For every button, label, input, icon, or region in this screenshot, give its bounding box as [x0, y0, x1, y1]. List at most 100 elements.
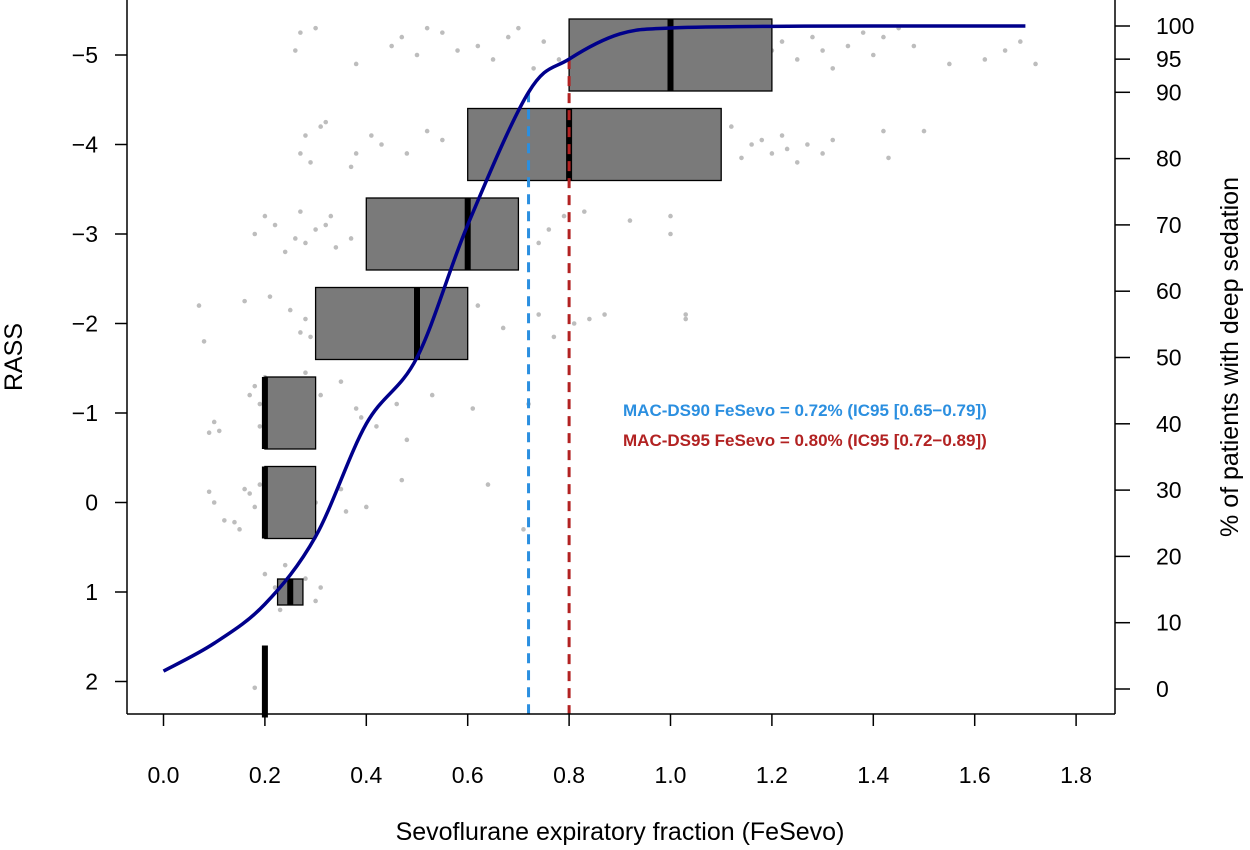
box-rass--3: [365, 197, 520, 271]
data-point: [353, 61, 359, 67]
data-point: [374, 424, 379, 429]
data-point: [759, 137, 765, 143]
data-point: [871, 52, 876, 58]
data-point: [881, 34, 886, 40]
data-point: [389, 43, 394, 49]
y2-tick-label: 95: [1156, 46, 1182, 72]
data-point: [247, 392, 252, 398]
y2-tick-label: 40: [1156, 411, 1182, 437]
data-point: [293, 236, 298, 241]
data-point: [262, 213, 268, 219]
data-point: [429, 392, 435, 398]
data-point: [353, 151, 359, 156]
data-point: [729, 124, 734, 129]
box-rass--1: [264, 376, 317, 450]
data-point: [313, 227, 318, 232]
data-point: [911, 43, 917, 49]
y-tick-label: −4: [72, 132, 98, 158]
data-point: [1018, 39, 1023, 44]
data-point: [982, 57, 988, 62]
x-tick-label: 1.6: [959, 762, 991, 788]
x-tick-label: 0.4: [350, 762, 382, 788]
data-point: [399, 34, 405, 40]
annotation-1: MAC-DS90 FeSevo = 0.72% (IC95 [0.65−0.79…: [623, 401, 987, 420]
data-point: [252, 504, 258, 510]
data-point: [516, 25, 521, 31]
data-point: [379, 142, 384, 147]
data-point: [298, 209, 303, 214]
data-point: [627, 218, 633, 223]
data-point: [333, 245, 339, 250]
data-point: [440, 30, 445, 35]
data-point: [541, 39, 547, 44]
data-point: [242, 298, 247, 304]
y2-axis-title: % of patients with deep sedation: [1216, 177, 1244, 537]
data-point: [206, 489, 212, 495]
data-point: [293, 48, 298, 53]
data-point: [414, 52, 420, 58]
data-point: [536, 240, 541, 246]
data-point: [830, 66, 836, 71]
data-point: [313, 598, 318, 604]
data-point: [232, 519, 237, 525]
x-tick-label: 1.0: [655, 762, 687, 788]
y-tick-label: −3: [72, 221, 98, 247]
data-point: [536, 312, 541, 317]
y2-tick-label: 70: [1156, 212, 1182, 238]
y-tick-label: −1: [72, 400, 98, 426]
data-point: [571, 321, 577, 326]
data-point: [668, 213, 673, 219]
data-point: [820, 151, 825, 156]
data-point: [196, 303, 202, 308]
y2-tick-label: 0: [1156, 676, 1169, 702]
data-point: [399, 477, 405, 483]
data-point: [769, 151, 775, 156]
data-point: [739, 155, 744, 161]
x-tick-label: 1.2: [756, 762, 788, 788]
x-tick-label: 0.0: [148, 762, 180, 788]
box-rass-0: [264, 465, 317, 540]
data-point: [211, 419, 217, 425]
y-tick-label: 0: [85, 490, 98, 516]
y2-tick-label: 100: [1156, 13, 1194, 39]
data-point: [318, 124, 323, 129]
data-point: [881, 128, 886, 134]
data-point: [668, 231, 673, 237]
y2-tick-label: 10: [1156, 610, 1182, 636]
data-point: [886, 155, 891, 161]
data-point: [602, 312, 607, 317]
data-point: [308, 334, 313, 340]
x-tick-label: 1.8: [1060, 762, 1092, 788]
data-point: [287, 307, 293, 313]
data-point: [282, 249, 288, 255]
y-tick-label: −5: [72, 42, 98, 68]
data-point: [303, 370, 308, 376]
y2-tick-label: 30: [1156, 477, 1182, 503]
data-point: [211, 500, 217, 505]
data-point: [323, 119, 329, 125]
data-point: [303, 240, 308, 246]
data-point: [779, 133, 785, 138]
data-point: [318, 392, 323, 398]
data-point: [947, 61, 952, 67]
data-point: [242, 486, 247, 492]
data-point: [358, 415, 364, 420]
data-point: [556, 57, 562, 62]
data-point: [820, 48, 825, 53]
annotations: MAC-DS90 FeSevo = 0.72% (IC95 [0.65−0.79…: [623, 401, 987, 450]
data-point: [277, 607, 283, 613]
data-point: [805, 142, 810, 147]
data-point: [921, 128, 927, 134]
deep-sedation-curve: [162, 24, 1026, 673]
data-point: [216, 428, 222, 434]
data-point: [323, 222, 329, 228]
data-point: [845, 43, 851, 49]
data-point: [348, 164, 354, 170]
data-point: [272, 222, 278, 228]
data-point: [257, 482, 263, 487]
data-point: [455, 48, 460, 53]
data-point: [257, 424, 263, 429]
data-point: [298, 151, 303, 156]
data-point: [470, 406, 476, 411]
data-point: [303, 316, 308, 322]
